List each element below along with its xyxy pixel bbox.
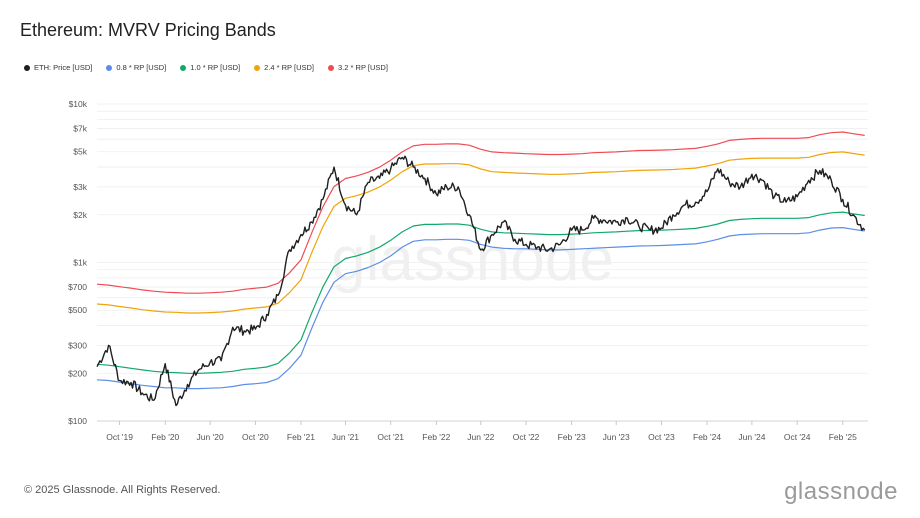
series-line-3 [96, 151, 865, 314]
series-line-4 [96, 131, 865, 294]
legend-dot-icon [180, 64, 187, 71]
y-tick-label: $2k [73, 210, 87, 220]
y-tick-label: $5k [73, 147, 87, 157]
legend-label: 3.2 * RP [USD] [338, 63, 388, 72]
legend-item-0-8-rp[interactable]: 0.8 * RP [USD] [106, 63, 166, 72]
x-tick-label: Oct '20 [242, 432, 269, 442]
copyright-text: © 2025 Glassnode. All Rights Reserved. [24, 484, 221, 496]
legend-label: ETH: Price [USD] [34, 63, 93, 72]
x-tick-label: Feb '21 [287, 432, 315, 442]
x-tick-label: Jun '23 [603, 432, 630, 442]
x-tick-label: Oct '23 [648, 432, 675, 442]
x-tick-label: Jun '20 [197, 432, 224, 442]
legend-dot-icon [24, 64, 30, 71]
legend-label: 2.4 * RP [USD] [264, 63, 315, 72]
glassnode-logo: glassnode [784, 478, 898, 505]
chart-legend: ETH: Price [USD] 0.8 * RP [USD] 1.0 * RP… [24, 63, 388, 72]
series-line-0 [96, 155, 866, 407]
legend-item-eth-price[interactable]: ETH: Price [USD] [24, 63, 92, 72]
y-tick-label: $700 [68, 282, 87, 292]
y-tick-label: $3k [73, 182, 87, 192]
y-tick-label: $200 [68, 368, 87, 378]
x-tick-label: Feb '25 [829, 432, 857, 442]
legend-label: 1.0 * RP [USD] [190, 63, 241, 72]
legend-dot-icon [106, 64, 113, 71]
x-tick-label: Feb '20 [151, 432, 179, 442]
y-tick-label: $500 [68, 305, 87, 315]
series-line-1 [96, 227, 865, 390]
x-tick-label: Jun '24 [738, 432, 765, 442]
watermark-text: glassnode [331, 225, 614, 294]
x-tick-label: Oct '22 [513, 432, 540, 442]
x-tick-label: Feb '24 [693, 432, 721, 442]
legend-item-1-0-rp[interactable]: 1.0 * RP [USD] [180, 63, 240, 72]
x-tick-label: Feb '23 [558, 432, 586, 442]
y-tick-label: $7k [73, 124, 87, 134]
y-tick-label: $100 [68, 416, 87, 426]
y-tick-label: $10k [69, 99, 88, 109]
x-tick-label: Oct '21 [377, 432, 404, 442]
x-tick-label: Jun '21 [332, 432, 359, 442]
x-tick-label: Jun '22 [467, 432, 494, 442]
chart-title: Ethereum: MVRV Pricing Bands [20, 20, 276, 40]
legend-label: 0.8 * RP [USD] [116, 63, 167, 72]
legend-dot-icon [328, 64, 335, 71]
legend-item-3-2-rp[interactable]: 3.2 * RP [USD] [328, 63, 388, 72]
x-tick-label: Oct '19 [106, 432, 133, 442]
series-line-2 [96, 211, 865, 374]
y-tick-label: $1k [73, 258, 87, 268]
x-tick-label: Oct '24 [784, 432, 811, 442]
x-tick-label: Feb '22 [422, 432, 450, 442]
legend-item-2-4-rp[interactable]: 2.4 * RP [USD] [254, 63, 314, 72]
legend-dot-icon [254, 64, 261, 71]
y-tick-label: $300 [68, 340, 87, 350]
